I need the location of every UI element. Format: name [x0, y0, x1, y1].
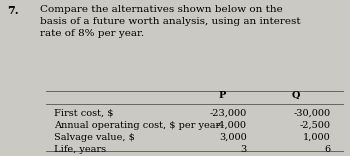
Text: 3,000: 3,000: [219, 133, 247, 142]
Text: Q: Q: [292, 91, 300, 100]
Text: First cost, $: First cost, $: [54, 108, 114, 117]
Text: 6: 6: [325, 145, 331, 154]
Text: -30,000: -30,000: [294, 108, 331, 117]
Text: P: P: [218, 91, 226, 100]
Text: 1,000: 1,000: [303, 133, 331, 142]
Text: 7.: 7.: [7, 5, 19, 16]
Text: -23,000: -23,000: [210, 108, 247, 117]
Text: -4,000: -4,000: [216, 121, 247, 130]
Text: 3: 3: [240, 145, 247, 154]
Text: Annual operating cost, $ per year: Annual operating cost, $ per year: [54, 121, 220, 130]
Text: -2,500: -2,500: [300, 121, 331, 130]
Text: Life, years: Life, years: [54, 145, 106, 154]
Text: Compare the alternatives shown below on the
basis of a future worth analysis, us: Compare the alternatives shown below on …: [40, 5, 301, 38]
Text: Salvage value, $: Salvage value, $: [54, 133, 135, 142]
